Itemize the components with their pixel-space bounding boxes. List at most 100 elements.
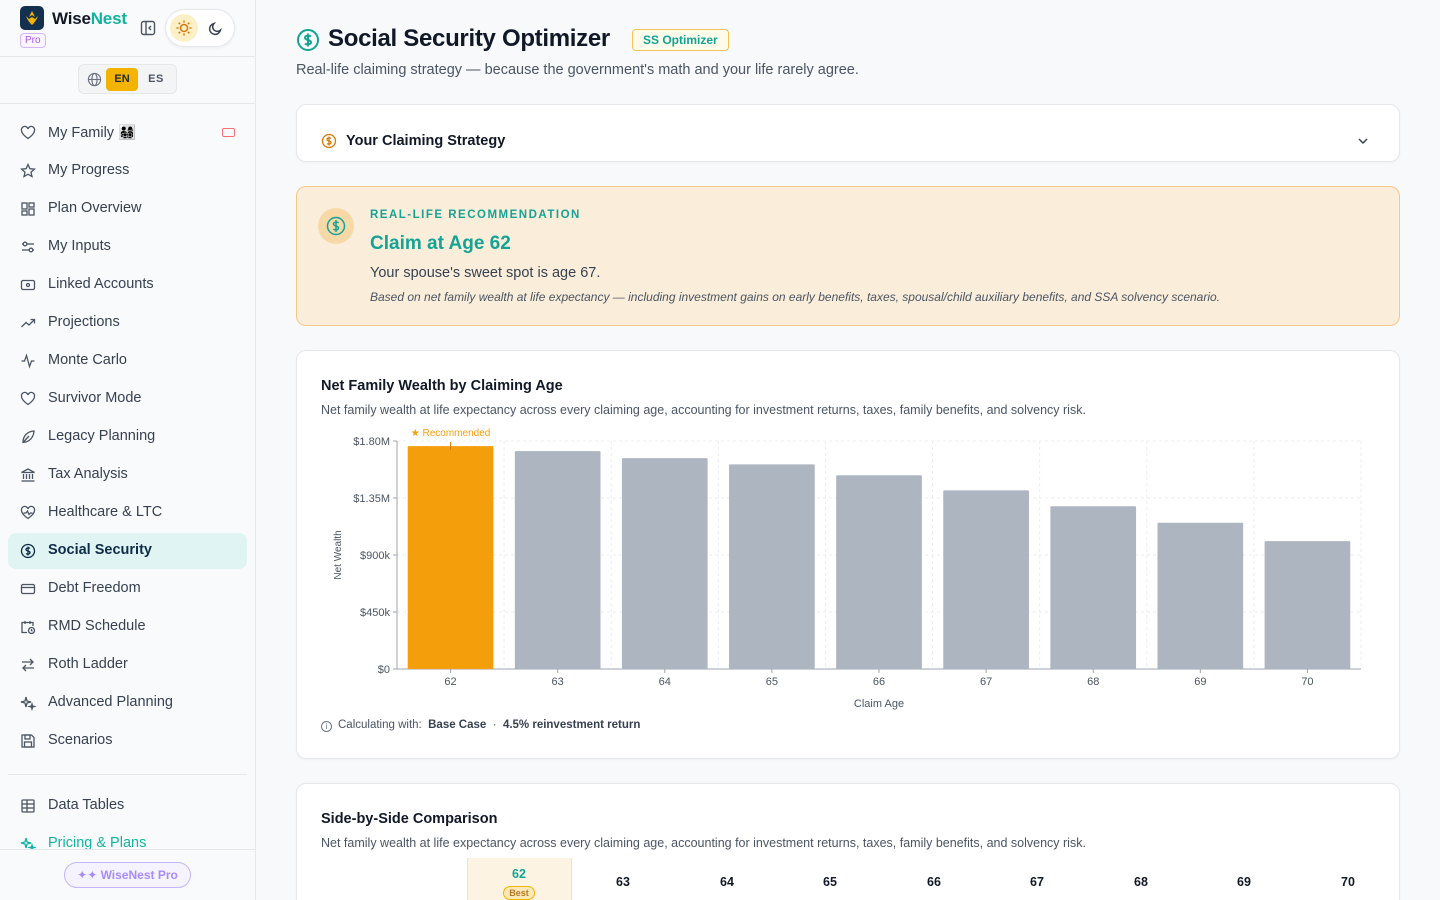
sun-icon[interactable]: [170, 14, 198, 42]
sidebar-item-healthcare[interactable]: Healthcare & LTC: [8, 495, 247, 531]
sidebar-item-label: My Inputs: [48, 238, 111, 254]
accordion-title: Your Claiming Strategy: [346, 133, 506, 149]
wallet-icon: [20, 277, 36, 293]
x-tick-label: 63: [552, 676, 564, 688]
recommendation-title: Claim at Age 62: [370, 233, 511, 254]
divider: [0, 56, 255, 57]
wealth-bar-chart: $0 $450k $900k $1.35M $1.80M Net Wealth 62 ★ Re…: [333, 428, 1362, 710]
chart-card-title: Net Family Wealth by Claiming Age: [321, 378, 563, 394]
credit-card-icon: [222, 128, 235, 137]
moon-icon[interactable]: [206, 18, 226, 38]
sidebar-item-label: Pricing & Plans: [48, 835, 147, 851]
bar-age-70: [1264, 541, 1351, 669]
recommended-label: ★ Recommended: [411, 428, 491, 439]
spouse-recommendation: Your spouse's sweet spot is age 67.: [370, 265, 601, 281]
sidebar-item-data-tables[interactable]: Data Tables: [8, 788, 247, 824]
column-header-best-age: 62: [512, 867, 526, 881]
sidebar-item-survivor-mode[interactable]: Survivor Mode: [8, 381, 247, 417]
x-tick-label: 67: [980, 676, 992, 688]
x-tick-label: 62: [444, 676, 456, 688]
y-tick-label: $900k: [360, 550, 390, 562]
bar-age-66: [836, 475, 922, 669]
chevron-down-icon[interactable]: [1355, 133, 1371, 149]
dollar-circle-icon: [296, 28, 320, 52]
sidebar-item-linked-accounts[interactable]: Linked Accounts: [8, 267, 247, 303]
calculation-info: i Calculating with: Base Case · 4.5% rein…: [321, 719, 640, 732]
column-header-age: 69: [1237, 875, 1251, 889]
sidebar-item-projections[interactable]: Projections: [8, 305, 247, 341]
heart-icon: [20, 125, 36, 141]
heart-icon: [20, 391, 36, 407]
sidebar-item-advanced-planning[interactable]: Advanced Planning: [8, 685, 247, 721]
best-badge: Best: [503, 886, 535, 900]
sidebar-item-tax-analysis[interactable]: Tax Analysis: [8, 457, 247, 493]
landmark-icon: [20, 467, 36, 483]
sidebar-item-my-inputs[interactable]: My Inputs: [8, 229, 247, 265]
grid-icon: [20, 201, 36, 217]
lang-en-button[interactable]: EN: [106, 68, 138, 91]
y-tick-label: $1.35M: [353, 493, 390, 505]
column-header-age: 64: [720, 875, 734, 889]
logo-icon[interactable]: [20, 6, 44, 30]
main-content: Social Security Optimizer SS Optimizer R…: [256, 0, 1440, 900]
column-header-age: 70: [1341, 875, 1355, 889]
y-axis-label: Net Wealth: [333, 530, 344, 579]
scenario-name: Base Case: [428, 719, 487, 731]
bar-age-63: [514, 451, 601, 669]
page-subtitle: Real-life claiming strategy — because th…: [296, 62, 859, 78]
star-icon: [19, 162, 37, 179]
language-switch: EN ES: [78, 64, 177, 94]
plan-badge: Pro: [20, 33, 46, 48]
x-tick-label: 68: [1087, 676, 1099, 688]
column-header-age: 68: [1134, 875, 1148, 889]
sidebar-item-my-progress[interactable]: My Progress: [8, 153, 247, 189]
sidebar-item-rmd-schedule[interactable]: RMD Schedule: [8, 609, 247, 645]
sidebar-item-social-security[interactable]: Social Security: [8, 533, 247, 569]
sidebar-footer: ✦✦ WiseNest Pro: [0, 849, 255, 900]
y-tick-label: $450k: [360, 607, 390, 619]
lang-es-button[interactable]: ES: [148, 73, 164, 85]
bar-age-65: [729, 464, 815, 669]
sidebar: WiseNest Pro EN ES My Family 👨‍👩‍👧‍👦 My …: [0, 0, 256, 900]
sidebar-item-my-family[interactable]: My Family 👨‍👩‍👧‍👦: [8, 115, 247, 151]
sidebar-item-pricing[interactable]: Pricing & Plans: [8, 826, 247, 862]
brand: WiseNest Pro: [20, 6, 236, 50]
calendar-clock-icon: [20, 619, 36, 635]
chart-card-description: Net family wealth at life expectancy acr…: [321, 403, 1086, 417]
sidebar-item-label: Data Tables: [48, 797, 125, 813]
sidebar-item-label: Projections: [48, 314, 120, 330]
divider: [8, 774, 247, 775]
sidebar-item-label: Tax Analysis: [48, 466, 128, 482]
reinvestment-return: 4.5% reinvestment return: [502, 719, 641, 731]
sidebar-item-scenarios[interactable]: Scenarios: [8, 723, 247, 759]
sidebar-item-label: My Family 👨‍👩‍👧‍👦: [48, 125, 137, 141]
sidebar-item-roth-ladder[interactable]: Roth Ladder: [8, 647, 247, 683]
sidebar-item-label: My Progress: [48, 162, 130, 178]
dollar-circle-icon: [321, 133, 337, 149]
page-title: Social Security Optimizer: [328, 25, 610, 52]
page-badge: SS Optimizer: [632, 29, 729, 51]
column-header-age: 63: [616, 875, 630, 889]
sidebar-collapse-icon[interactable]: [139, 19, 157, 37]
activity-icon: [20, 353, 36, 369]
brand-name[interactable]: WiseNest: [52, 9, 127, 28]
theme-toggle[interactable]: [165, 9, 235, 47]
swap-icon: [20, 657, 36, 673]
sidebar-item-legacy-planning[interactable]: Legacy Planning: [8, 419, 247, 455]
x-tick-label: 65: [766, 676, 778, 688]
column-header-age: 65: [823, 875, 837, 889]
bar-age-67: [943, 490, 1029, 669]
comparison-description: Net family wealth at life expectancy acr…: [321, 836, 1086, 850]
sidebar-item-label: Legacy Planning: [48, 428, 156, 444]
bar-age-69: [1157, 522, 1244, 669]
upgrade-pro-button[interactable]: ✦✦ WiseNest Pro: [64, 862, 191, 888]
sidebar-item-plan-overview[interactable]: Plan Overview: [8, 191, 247, 227]
claiming-strategy-accordion[interactable]: Your Claiming Strategy: [296, 104, 1400, 162]
sidebar-item-debt-freedom[interactable]: Debt Freedom: [8, 571, 247, 607]
credit-card-icon: [20, 581, 36, 597]
x-axis-label: Claim Age: [854, 698, 904, 710]
wealth-chart-card: Net Family Wealth by Claiming Age Net fa…: [296, 350, 1400, 759]
sidebar-item-monte-carlo[interactable]: Monte Carlo: [8, 343, 247, 379]
x-tick-label: 69: [1194, 676, 1206, 688]
sliders-icon: [20, 239, 36, 255]
